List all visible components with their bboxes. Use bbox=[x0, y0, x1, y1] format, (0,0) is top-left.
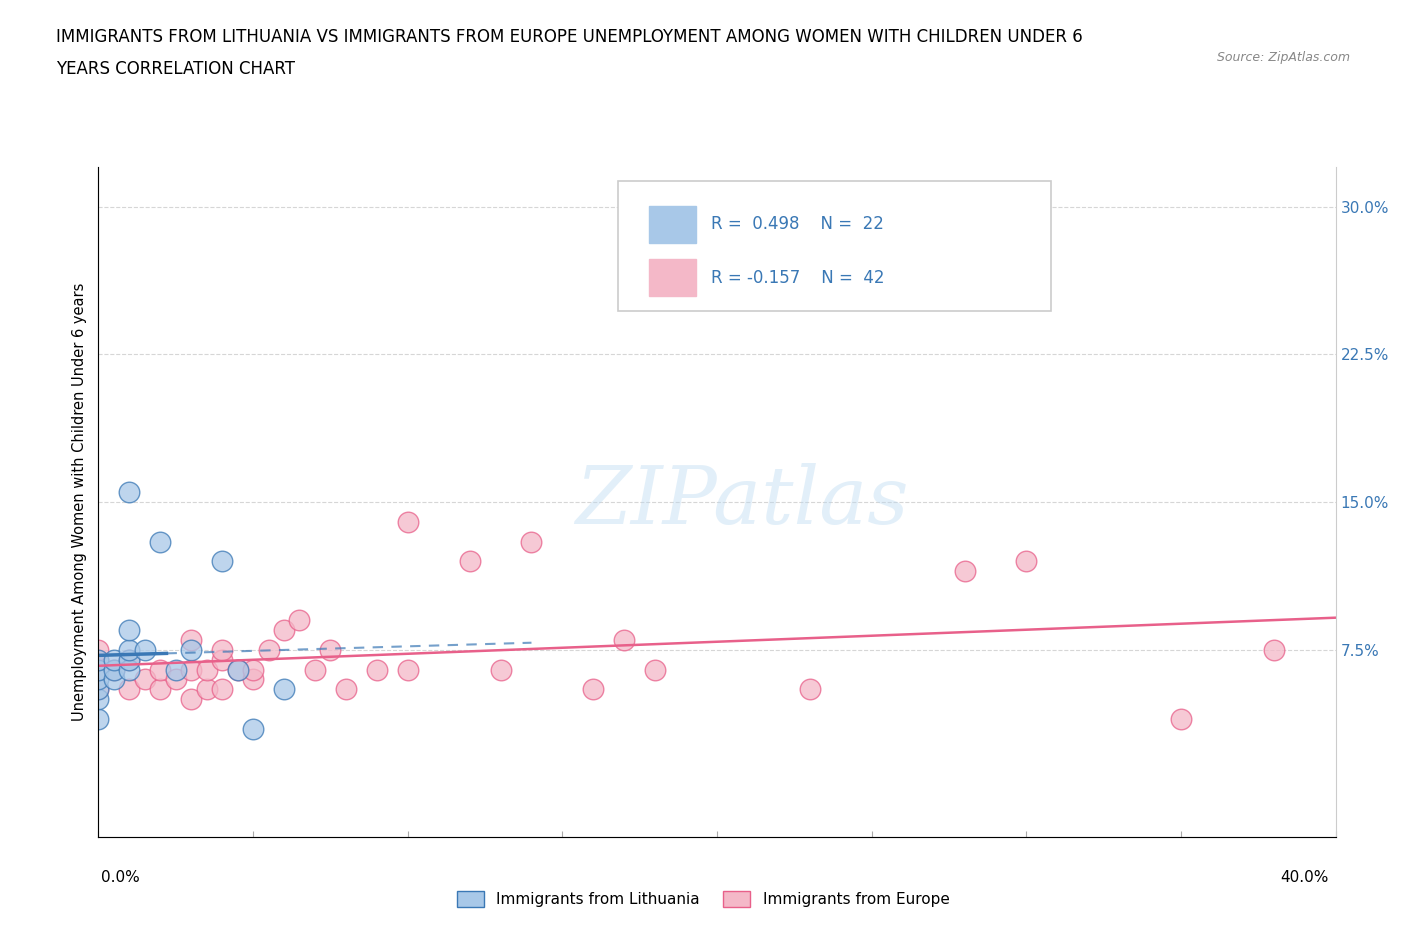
Point bbox=[458, 554, 481, 569]
Point bbox=[118, 682, 141, 697]
Point bbox=[799, 682, 821, 697]
Point bbox=[288, 613, 311, 628]
Point bbox=[1263, 643, 1285, 658]
Text: R = -0.157    N =  42: R = -0.157 N = 42 bbox=[711, 269, 884, 286]
Point bbox=[1170, 711, 1192, 726]
Point bbox=[180, 692, 202, 707]
Text: R =  0.498    N =  22: R = 0.498 N = 22 bbox=[711, 216, 884, 233]
Point bbox=[319, 643, 342, 658]
Point bbox=[134, 643, 156, 658]
Point bbox=[366, 662, 388, 677]
Bar bbox=[650, 259, 696, 297]
Point bbox=[87, 652, 110, 667]
Point bbox=[118, 623, 141, 638]
Point bbox=[180, 662, 202, 677]
Point bbox=[180, 632, 202, 647]
Point bbox=[1015, 554, 1038, 569]
Point bbox=[87, 692, 110, 707]
Point bbox=[211, 554, 233, 569]
Text: YEARS CORRELATION CHART: YEARS CORRELATION CHART bbox=[56, 60, 295, 78]
Point bbox=[180, 643, 202, 658]
Point bbox=[118, 643, 141, 658]
Point bbox=[273, 682, 295, 697]
Point bbox=[149, 682, 172, 697]
Point bbox=[195, 682, 218, 697]
Point bbox=[304, 662, 326, 677]
Point bbox=[613, 632, 636, 647]
Point bbox=[644, 662, 666, 677]
Point bbox=[149, 662, 172, 677]
Point bbox=[396, 514, 419, 529]
Point bbox=[87, 682, 110, 697]
Point bbox=[87, 682, 110, 697]
Point bbox=[257, 643, 280, 658]
Point bbox=[118, 652, 141, 667]
FancyBboxPatch shape bbox=[619, 180, 1052, 312]
Point bbox=[489, 662, 512, 677]
Point bbox=[87, 643, 110, 658]
Point bbox=[242, 662, 264, 677]
Point bbox=[87, 662, 110, 677]
Point bbox=[953, 564, 976, 578]
Point bbox=[520, 534, 543, 549]
Point bbox=[118, 485, 141, 499]
Point bbox=[226, 662, 249, 677]
Text: IMMIGRANTS FROM LITHUANIA VS IMMIGRANTS FROM EUROPE UNEMPLOYMENT AMONG WOMEN WIT: IMMIGRANTS FROM LITHUANIA VS IMMIGRANTS … bbox=[56, 28, 1083, 46]
Point bbox=[211, 643, 233, 658]
Point bbox=[118, 652, 141, 667]
Point bbox=[149, 534, 172, 549]
Point bbox=[273, 623, 295, 638]
Point bbox=[87, 662, 110, 677]
Point bbox=[118, 662, 141, 677]
Point bbox=[582, 682, 605, 697]
Text: Source: ZipAtlas.com: Source: ZipAtlas.com bbox=[1216, 51, 1350, 64]
Point bbox=[335, 682, 357, 697]
Point bbox=[165, 662, 187, 677]
Point bbox=[242, 722, 264, 737]
Point bbox=[211, 652, 233, 667]
Text: ZIPatlas: ZIPatlas bbox=[575, 463, 908, 541]
Point bbox=[226, 662, 249, 677]
Point bbox=[134, 672, 156, 687]
Point bbox=[103, 672, 125, 687]
Point bbox=[195, 662, 218, 677]
Bar bbox=[650, 206, 696, 243]
Text: 0.0%: 0.0% bbox=[101, 870, 141, 884]
Point bbox=[103, 662, 125, 677]
Point bbox=[242, 672, 264, 687]
Point bbox=[396, 662, 419, 677]
Point bbox=[87, 652, 110, 667]
Y-axis label: Unemployment Among Women with Children Under 6 years: Unemployment Among Women with Children U… bbox=[72, 283, 87, 722]
Legend: Immigrants from Lithuania, Immigrants from Europe: Immigrants from Lithuania, Immigrants fr… bbox=[450, 884, 956, 913]
Point bbox=[87, 672, 110, 687]
Point bbox=[103, 662, 125, 677]
Text: 40.0%: 40.0% bbox=[1281, 870, 1329, 884]
Point bbox=[103, 652, 125, 667]
Point bbox=[87, 711, 110, 726]
Point bbox=[165, 672, 187, 687]
Point bbox=[211, 682, 233, 697]
